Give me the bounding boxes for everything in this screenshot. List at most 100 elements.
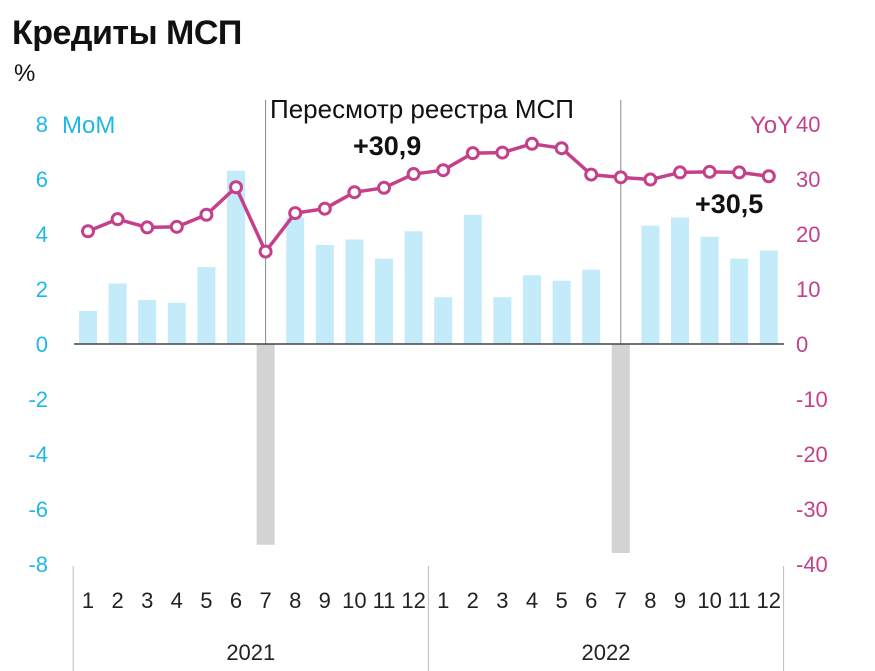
separator-lines — [265, 100, 622, 344]
mom-bar — [700, 236, 719, 344]
mom-bar — [256, 344, 275, 545]
mom-bar — [582, 269, 601, 344]
left-axis-label: MoM — [62, 112, 115, 139]
mom-bar — [759, 250, 778, 344]
yoy-point — [110, 212, 125, 227]
month-label: 7 — [615, 588, 627, 613]
mom-bar — [611, 344, 630, 553]
mom-bar — [286, 217, 305, 344]
month-label: 1 — [437, 588, 449, 613]
mom-bars — [79, 170, 778, 553]
left-tick-label: -4 — [28, 442, 48, 467]
year-label: 2021 — [226, 640, 275, 665]
yoy-point — [436, 163, 451, 178]
mom-bar — [227, 170, 245, 344]
month-label: 9 — [674, 588, 686, 613]
yoy-point — [229, 180, 243, 195]
yoy-point — [702, 164, 717, 179]
month-label: 4 — [526, 588, 538, 613]
left-tick-label: -8 — [28, 552, 48, 577]
month-label: 6 — [230, 588, 242, 613]
month-label: 12 — [401, 588, 425, 613]
left-tick-label: 8 — [36, 112, 48, 137]
yoy-point — [584, 167, 599, 182]
left-axis-ticks: 8 6 4 2 0 -2 -4 -6 -8 — [28, 112, 48, 577]
yoy-point — [347, 185, 362, 200]
month-label: 1 — [82, 588, 94, 613]
right-axis-ticks: 40 30 20 10 0 -10 -20 -30 -40 — [796, 112, 828, 577]
mom-bar — [315, 245, 334, 344]
yoy-point — [613, 170, 628, 185]
chart-title: Кредиты МСП — [12, 14, 242, 52]
yoy-point — [643, 172, 658, 187]
year-label: 2022 — [582, 640, 631, 665]
month-label: 8 — [289, 588, 301, 613]
peak-value-label: +30,9 — [353, 131, 421, 161]
mom-bar — [523, 275, 541, 344]
mom-bar — [108, 283, 127, 344]
last-value-label: +30,5 — [695, 189, 763, 219]
right-tick-label: -10 — [796, 387, 828, 412]
right-tick-label: -40 — [796, 552, 828, 577]
month-label: 5 — [555, 588, 567, 613]
right-tick-label: -20 — [796, 442, 828, 467]
yoy-point — [81, 224, 95, 239]
mom-bar — [434, 297, 453, 344]
month-label: 8 — [644, 588, 656, 613]
left-tick-label: -6 — [28, 497, 48, 522]
month-label: 10 — [342, 588, 366, 613]
month-label: 2 — [111, 588, 123, 613]
chart-unit: % — [14, 60, 36, 87]
mom-bar — [79, 311, 97, 344]
left-tick-label: 6 — [36, 167, 48, 192]
left-tick-label: 0 — [36, 332, 48, 357]
month-label: 10 — [697, 588, 721, 613]
right-tick-label: 0 — [796, 332, 808, 357]
yoy-point — [140, 220, 155, 235]
mom-bar — [493, 297, 512, 344]
yoy-point — [406, 167, 421, 182]
yoy-point — [732, 165, 747, 180]
yoy-point — [199, 207, 214, 222]
yoy-point — [169, 219, 184, 234]
yoy-point — [317, 201, 332, 216]
left-tick-label: 2 — [36, 277, 48, 302]
yoy-point — [554, 141, 569, 156]
month-label: 2 — [467, 588, 479, 613]
yoy-point — [465, 146, 480, 161]
mom-bar — [641, 225, 660, 344]
right-tick-label: 40 — [796, 112, 820, 137]
right-tick-label: 20 — [796, 222, 820, 247]
mom-bar — [375, 258, 393, 344]
mom-bar — [552, 280, 571, 344]
mom-bar — [463, 214, 482, 344]
yoy-point — [495, 145, 510, 160]
month-label: 3 — [141, 588, 153, 613]
month-label: 12 — [757, 588, 781, 613]
mom-bar — [730, 258, 749, 344]
mom-bar — [167, 302, 186, 344]
left-tick-label: -2 — [28, 387, 48, 412]
month-label: 11 — [373, 588, 396, 613]
yoy-point — [258, 244, 273, 259]
yoy-line-path — [87, 142, 770, 254]
month-label: 11 — [728, 588, 751, 613]
month-label: 4 — [171, 588, 183, 613]
mom-bar — [197, 267, 216, 344]
right-tick-label: 10 — [796, 277, 820, 302]
mom-bar — [671, 217, 689, 344]
month-label: 6 — [585, 588, 597, 613]
mom-bar — [138, 300, 157, 344]
yoy-point — [377, 180, 391, 195]
right-axis-label: YoY — [750, 112, 793, 139]
right-tick-label: 30 — [796, 167, 820, 192]
month-label: 7 — [259, 588, 271, 613]
mom-bar — [345, 239, 364, 344]
yoy-point — [761, 169, 776, 184]
yoy-line — [81, 136, 776, 259]
right-tick-label: -30 — [796, 497, 828, 522]
yoy-point — [525, 136, 539, 151]
mom-bar — [404, 231, 423, 344]
